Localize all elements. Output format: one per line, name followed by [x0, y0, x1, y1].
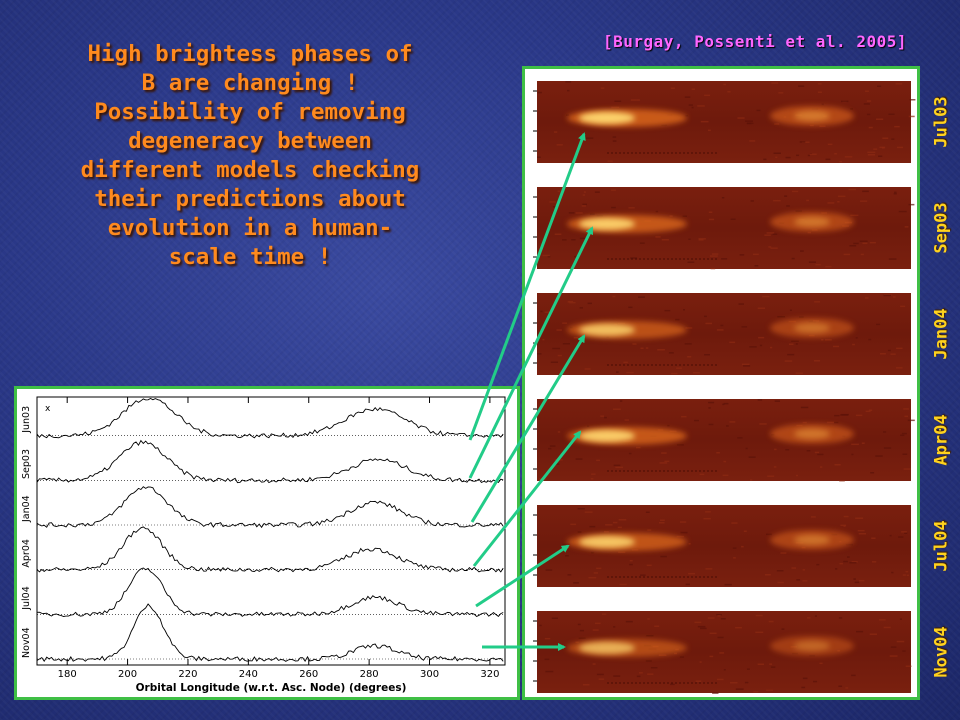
strip-label: Jul04 — [932, 520, 952, 572]
row-label: Nov04 — [21, 627, 32, 658]
profile-curve — [36, 486, 504, 529]
strip-label: Apr04 — [932, 414, 952, 466]
intensity-strip — [533, 399, 915, 482]
x-tick-label: 320 — [480, 669, 499, 680]
row-label: Jun03 — [21, 406, 32, 434]
profile-plot-panel: x Orbital Longitude (w.r.t. Asc. Node) (… — [14, 386, 520, 700]
strip-label: Sep03 — [932, 202, 952, 254]
corner-mark: x — [45, 404, 51, 414]
x-tick-label: 260 — [299, 669, 318, 680]
row-label: Jan04 — [21, 495, 32, 523]
intensity-strips-panel — [522, 66, 920, 700]
plot-frame — [36, 396, 506, 666]
headline-line: scale time ! — [168, 244, 332, 270]
profile-curve — [36, 526, 504, 573]
intensity-strip — [533, 293, 911, 375]
strip-label: Jan04 — [932, 308, 952, 360]
intensity-strip — [533, 505, 911, 587]
intensity-strip — [533, 611, 912, 694]
profile-curve — [36, 439, 504, 484]
headline-line: degeneracy between — [128, 128, 372, 154]
x-tick-label: 200 — [118, 669, 137, 680]
intensity-strip — [533, 187, 915, 270]
headline-line: evolution in a human- — [107, 215, 393, 241]
profile-curve — [36, 567, 504, 618]
strip-label: Jul03 — [932, 96, 952, 148]
profile-curve — [36, 397, 504, 439]
profile-plot: x Orbital Longitude (w.r.t. Asc. Node) (… — [21, 396, 506, 694]
citation: [Burgay, Possenti et al. 2005] — [603, 32, 907, 51]
x-tick-label: 300 — [420, 669, 439, 680]
row-label: Apr04 — [21, 539, 32, 568]
headline-line: different models checking — [80, 157, 420, 183]
row-label: Sep03 — [21, 449, 32, 479]
profile-curve — [36, 603, 504, 663]
x-tick-label: 240 — [239, 669, 258, 680]
intensity-strips-figure — [533, 81, 916, 694]
headline-line: Possibility of removing — [94, 99, 406, 125]
strip-label: Nov04 — [932, 626, 952, 678]
intensity-strip — [533, 81, 916, 163]
headline-line: their predictions about — [94, 186, 406, 212]
x-tick-label: 220 — [178, 669, 197, 680]
row-label: Jul04 — [21, 586, 32, 611]
x-tick-label: 180 — [58, 669, 77, 680]
headline-line: B are changing ! — [141, 70, 359, 96]
x-axis-label: Orbital Longitude (w.r.t. Asc. Node) (de… — [136, 682, 407, 694]
headline: High brightess phases of B are changing … — [40, 40, 460, 272]
headline-line: High brightess phases of — [87, 41, 413, 67]
x-tick-label: 280 — [360, 669, 379, 680]
